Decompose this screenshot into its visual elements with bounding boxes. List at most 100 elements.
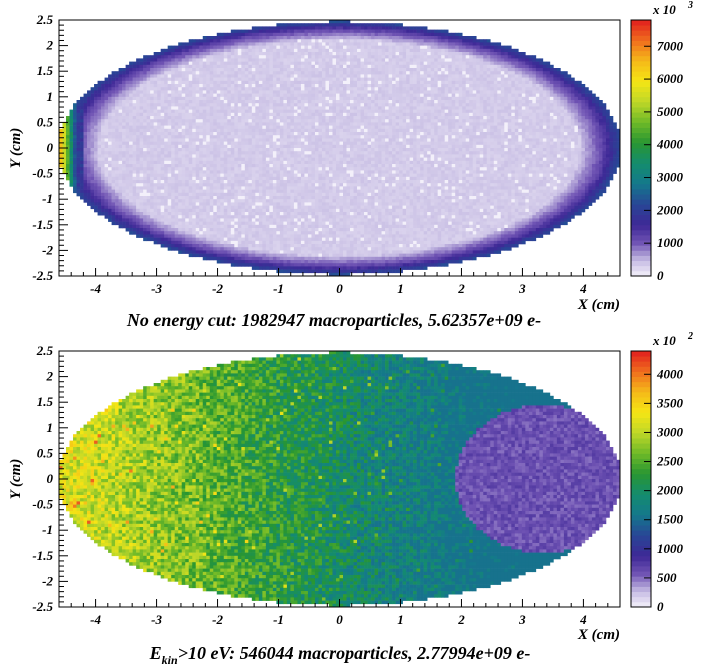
heatmap-cell: [98, 190, 102, 194]
heatmap-cell: [196, 148, 200, 152]
heatmap-cell: [178, 148, 182, 152]
heatmap-cell: [133, 218, 137, 222]
heatmap-cell: [115, 177, 119, 181]
heatmap-cell: [115, 129, 119, 133]
heatmap-cell: [59, 154, 63, 158]
heatmap-cell: [185, 78, 189, 82]
heatmap-cell: [150, 225, 154, 229]
heatmap-cell: [182, 202, 186, 206]
heatmap-cell: [122, 206, 126, 210]
heatmap-cell: [101, 129, 105, 133]
heatmap-cell: [203, 65, 207, 69]
heatmap-cell: [77, 177, 81, 181]
heatmap-cell: [112, 94, 116, 98]
heatmap-cell: [217, 145, 221, 149]
heatmap-cell: [189, 180, 193, 184]
heatmap-cell: [157, 78, 161, 82]
heatmap-cell: [101, 81, 105, 85]
heatmap-cell: [101, 154, 105, 158]
heatmap-cell: [210, 49, 214, 53]
heatmap-cell: [147, 103, 151, 107]
heatmap-cell: [206, 183, 210, 187]
heatmap-cell: [115, 71, 119, 75]
heatmap-cell: [168, 110, 172, 114]
heatmap-cell: [192, 78, 196, 82]
heatmap-cell: [199, 87, 203, 91]
heatmap-cell: [147, 68, 151, 72]
heatmap-cell: [91, 119, 95, 123]
heatmap-cell: [63, 164, 67, 168]
heatmap-cell: [220, 33, 224, 37]
heatmap-cell: [203, 250, 207, 254]
heatmap-cell: [206, 58, 210, 62]
heatmap-cell: [217, 142, 221, 146]
heatmap-cell: [171, 225, 175, 229]
heatmap-cell: [122, 94, 126, 98]
heatmap-cell: [84, 116, 88, 120]
heatmap-cell: [213, 225, 217, 229]
heatmap-cell: [213, 126, 217, 130]
heatmap-cell: [91, 183, 95, 187]
heatmap-cell: [171, 186, 175, 190]
heatmap-cell: [199, 58, 203, 62]
heatmap-cell: [161, 183, 165, 187]
heatmap-cell: [161, 129, 165, 133]
heatmap-cell: [143, 65, 147, 69]
heatmap-cell: [189, 78, 193, 82]
heatmap-cell: [203, 241, 207, 245]
heatmap-cell: [217, 119, 221, 123]
heatmap-cell: [136, 135, 140, 139]
heatmap-cell: [210, 129, 214, 133]
heatmap-cell: [185, 212, 189, 216]
heatmap-cell: [217, 113, 221, 117]
heatmap-cell: [206, 42, 210, 46]
heatmap-cell: [143, 206, 147, 210]
heatmap-cell: [154, 177, 158, 181]
heatmap-cell: [140, 186, 144, 190]
heatmap-cell: [154, 241, 158, 245]
heatmap-cell: [140, 177, 144, 181]
heatmap-cell: [150, 142, 154, 146]
heatmap-cell: [175, 206, 179, 210]
heatmap-cell: [203, 238, 207, 242]
heatmap-cell: [171, 238, 175, 242]
heatmap-cell: [119, 90, 123, 94]
heatmap-cell: [161, 87, 165, 91]
heatmap-cell: [70, 135, 74, 139]
heatmap-cell: [210, 126, 214, 130]
heatmap-cell: [122, 135, 126, 139]
heatmap-cell: [112, 154, 116, 158]
heatmap-cell: [199, 250, 203, 254]
heatmap-cell: [94, 199, 98, 203]
heatmap-cell: [150, 154, 154, 158]
heatmap-cell: [164, 74, 168, 78]
heatmap-cell: [133, 65, 137, 69]
heatmap-cell: [115, 138, 119, 142]
heatmap-cell: [140, 174, 144, 178]
heatmap-cell: [98, 129, 102, 133]
heatmap-cell: [91, 190, 95, 194]
heatmap-cell: [217, 225, 221, 229]
heatmap-cell: [119, 84, 123, 88]
heatmap-cell: [133, 148, 137, 152]
heatmap-cell: [199, 209, 203, 213]
heatmap-cell: [175, 218, 179, 222]
heatmap-cell: [91, 122, 95, 126]
heatmap-cell: [192, 132, 196, 136]
heatmap-cell: [171, 244, 175, 248]
heatmap-cell: [185, 174, 189, 178]
heatmap-cell: [98, 202, 102, 206]
heatmap-cell: [140, 228, 144, 232]
heatmap-cell: [185, 71, 189, 75]
heatmap-cell: [206, 164, 210, 168]
heatmap-cell: [154, 97, 158, 101]
heatmap-cell: [185, 62, 189, 66]
heatmap-cell: [171, 138, 175, 142]
heatmap-cell: [175, 132, 179, 136]
heatmap-cell: [84, 138, 88, 142]
heatmap-cell: [126, 154, 130, 158]
heatmap-cell: [140, 103, 144, 107]
heatmap-cell: [196, 215, 200, 219]
heatmap-cell: [213, 241, 217, 245]
heatmap-cell: [206, 142, 210, 146]
